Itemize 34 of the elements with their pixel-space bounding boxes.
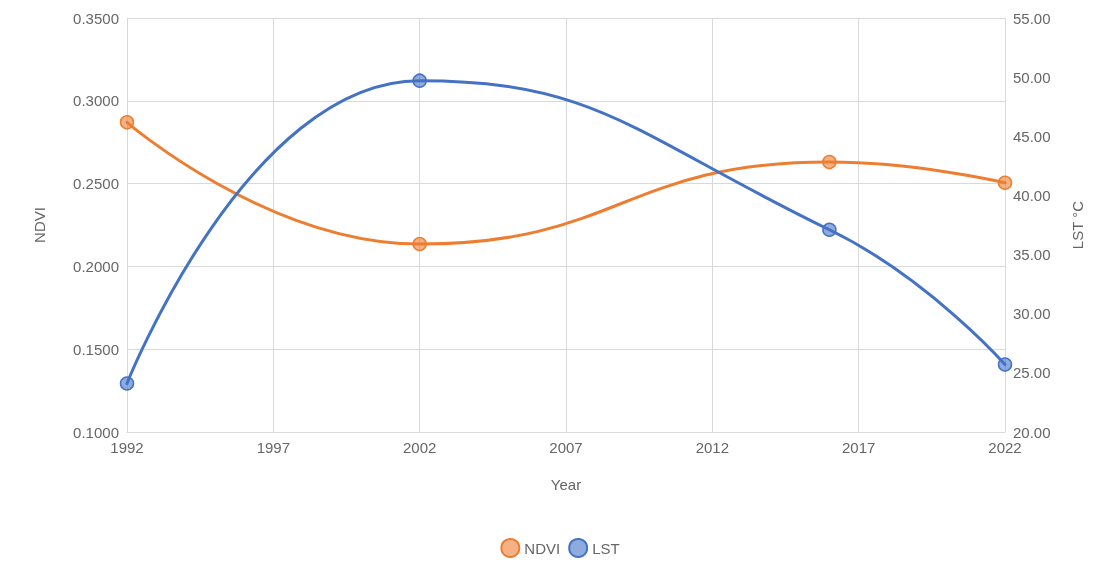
x-tick-label: 1997: [256, 439, 291, 456]
point: [822, 154, 837, 170]
y-tick-label: 0.1500: [73, 340, 119, 358]
y2-tick-label: 35.00: [1013, 246, 1051, 264]
y2-tick-label: 30.00: [1013, 305, 1051, 323]
point: [997, 175, 1013, 191]
legend-label: LST: [592, 539, 620, 557]
y2-tick-label: 45.00: [1013, 127, 1051, 145]
point: [822, 222, 837, 237]
point: [119, 115, 135, 130]
y2-axis-title: LST °C: [1069, 200, 1086, 250]
x-axis-title: Year: [550, 476, 582, 493]
y2-tick-label: 25.00: [1013, 364, 1051, 382]
point: [412, 73, 427, 88]
y-axis-title: NDVI: [31, 207, 48, 243]
y-tick-label: 0.2500: [73, 175, 119, 193]
y-tick-label: 0.2000: [73, 257, 119, 275]
y-tick-label: 0.3000: [73, 92, 119, 110]
y2-tick-label: 55.00: [1013, 9, 1051, 27]
y2-tick-label: 20.00: [1013, 423, 1051, 441]
x-tick-label: 2012: [695, 439, 730, 456]
x-tick-label: 2002: [402, 439, 437, 456]
point: [119, 376, 135, 391]
point: [997, 357, 1013, 372]
x-tick-label: 2017: [841, 439, 876, 456]
x-tick-label: 1992: [110, 439, 144, 456]
y-tick-label: 0.1000: [73, 423, 119, 441]
y2-tick-label: 40.00: [1013, 186, 1051, 204]
y-tick-label: 0.3500: [73, 9, 119, 27]
legend-label: NDVI: [524, 539, 561, 557]
x-tick-label: 2022: [988, 439, 1022, 456]
y2-tick-label: 50.00: [1013, 68, 1051, 86]
x-tick-label: 2007: [549, 439, 583, 456]
point: [412, 236, 427, 252]
